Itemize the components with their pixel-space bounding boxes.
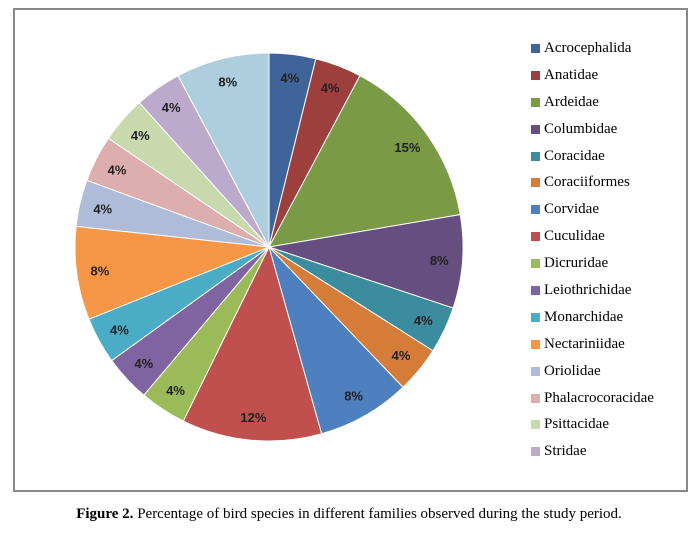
chart-frame	[13, 8, 688, 492]
legend: Acrocephalida Anatidae Ardeidae Columbidae C…	[531, 35, 654, 465]
legend-label: Phalacrocoracidae	[544, 389, 654, 406]
legend-label: Monarchidae	[544, 308, 624, 325]
legend-label: Cuculidae	[544, 228, 605, 245]
legend-item: Oriolidae	[531, 358, 654, 385]
slice-data-label: 4%	[414, 313, 433, 328]
slice-data-label: 4%	[134, 356, 153, 371]
slice-data-label: 4%	[321, 81, 340, 96]
legend-label: Anatidae	[544, 66, 599, 83]
legend-label: Psittacidae	[544, 416, 609, 433]
slice-data-label: 4%	[392, 348, 411, 363]
legend-swatch	[531, 393, 540, 403]
legend-item: Anatidae	[531, 62, 654, 89]
legend-swatch	[531, 205, 540, 215]
legend-label: Acrocephalida	[544, 39, 632, 56]
legend-label: Stridae	[544, 443, 587, 460]
legend-item: Psittacidae	[531, 411, 654, 438]
legend-swatch	[531, 43, 540, 53]
legend-swatch	[531, 178, 540, 188]
legend-swatch	[531, 97, 540, 107]
slice-data-label: 4%	[131, 128, 150, 143]
slice-data-label: 4%	[166, 383, 185, 398]
pie-slice-nectariniidae	[74, 225, 270, 320]
legend-label: Corvidae	[544, 201, 599, 218]
legend-swatch	[531, 232, 540, 242]
slice-data-label: 4%	[280, 71, 299, 86]
slice-data-label: 8%	[344, 388, 363, 403]
pie-slice-ardeidae	[268, 74, 461, 248]
pie-slice-corvidae	[268, 246, 404, 435]
legend-swatch	[531, 366, 540, 376]
slice-data-label: 8%	[218, 74, 237, 89]
legend-label: Coraciiformes	[544, 174, 630, 191]
legend-item: Coraciiformes	[531, 169, 654, 196]
legend-item: Acrocephalida	[531, 35, 654, 62]
pie-slice-columbidae	[268, 214, 464, 309]
legend-item: Phalacrocoracidae	[531, 385, 654, 412]
legend-item: Coracidae	[531, 143, 654, 170]
legend-label: Oriolidae	[544, 362, 601, 379]
legend-item: Cuculidae	[531, 223, 654, 250]
legend-swatch	[531, 70, 540, 80]
legend-item: Dicruridae	[531, 250, 654, 277]
legend-item: Columbidae	[531, 116, 654, 143]
slice-data-label: 8%	[430, 253, 449, 268]
legend-swatch	[531, 339, 540, 349]
legend-label: Columbidae	[544, 120, 618, 137]
legend-item: Monarchidae	[531, 304, 654, 331]
legend-label: Ardeidae	[544, 93, 599, 110]
caption-prefix: Figure 2.	[76, 506, 134, 522]
legend-label: Nectariniidae	[544, 335, 625, 352]
slice-data-label: 4%	[108, 162, 127, 177]
legend-swatch	[531, 285, 540, 295]
pie-slice-cuculidae	[182, 245, 323, 442]
legend-swatch	[531, 151, 540, 161]
legend-swatch	[531, 447, 540, 457]
legend-item: Nectariniidae	[531, 331, 654, 358]
legend-label: Dicruridae	[544, 255, 609, 272]
slice-data-label: 4%	[110, 322, 129, 337]
legend-item: Ardeidae	[531, 89, 654, 116]
legend-swatch	[531, 312, 540, 322]
legend-item: Corvidae	[531, 196, 654, 223]
pie-chart: 4% 4% 15% 8% 4% 4% 8% 12% 4% 4% 4% 8% 4% 4% 4% 4% 8%	[74, 52, 464, 442]
legend-swatch	[531, 259, 540, 269]
legend-item: Leiothrichidae	[531, 277, 654, 304]
slice-data-label: 4%	[93, 201, 112, 216]
slice-data-label: 12%	[240, 410, 266, 425]
legend-swatch	[531, 420, 540, 430]
slice-data-label: 4%	[162, 100, 181, 115]
legend-swatch	[531, 124, 540, 134]
figure-caption: Figure 2. Percentage of bird species in …	[0, 506, 698, 523]
pie-slice-unlabeled	[177, 52, 270, 248]
slice-data-label: 8%	[90, 263, 109, 278]
legend-item: Stridae	[531, 438, 654, 465]
caption-text: Percentage of bird species in different …	[133, 506, 622, 522]
legend-label: Leiothrichidae	[544, 281, 632, 298]
slice-data-label: 15%	[394, 140, 420, 155]
legend-label: Coracidae	[544, 147, 605, 164]
